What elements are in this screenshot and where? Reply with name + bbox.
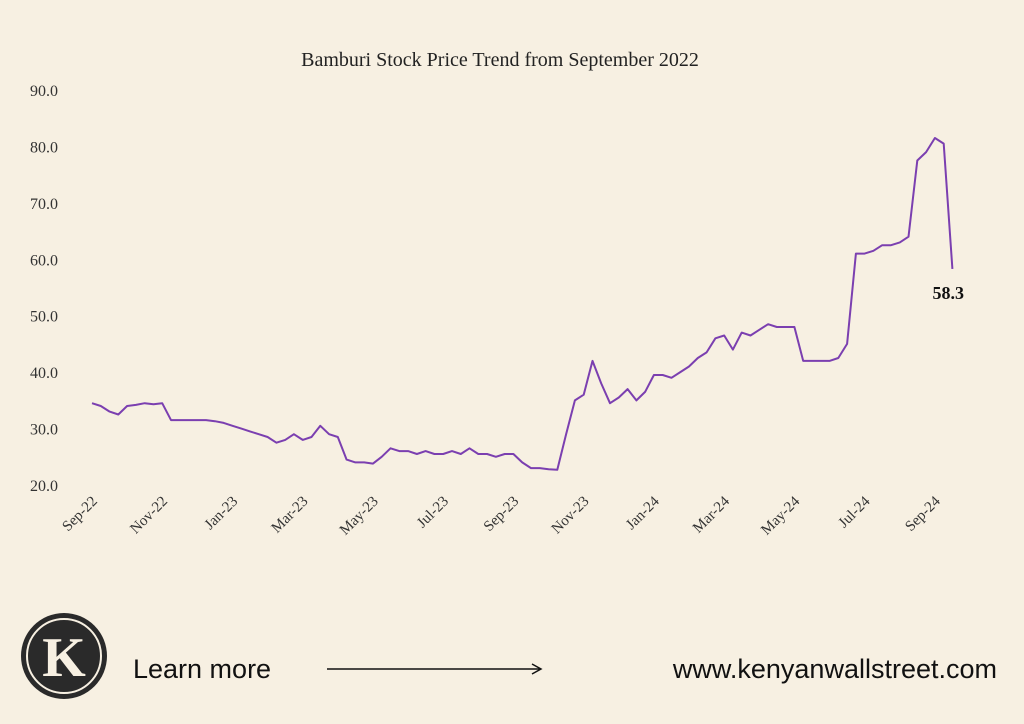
y-tick-label: 70.0 bbox=[30, 196, 58, 213]
chart-title: Bamburi Stock Price Trend from September… bbox=[301, 49, 699, 71]
price-line bbox=[91, 137, 954, 471]
website[interactable]: www.kenyanwallstreet.com bbox=[672, 654, 997, 684]
x-tick-label: Sep-24 bbox=[902, 493, 944, 535]
x-tick-label: May-23 bbox=[337, 494, 382, 539]
x-tick-label: Mar-23 bbox=[269, 494, 312, 537]
y-tick-label: 60.0 bbox=[30, 252, 58, 269]
x-tick-label: Jan-24 bbox=[623, 493, 663, 533]
y-tick-label: 50.0 bbox=[30, 309, 58, 326]
x-tick-label: Jan-23 bbox=[202, 494, 242, 534]
logo-ring bbox=[21, 613, 107, 699]
y-tick-label: 30.0 bbox=[30, 422, 58, 439]
arrow-head bbox=[531, 663, 543, 675]
y-tick-label: 90.0 bbox=[30, 83, 58, 100]
x-tick-label: May-24 bbox=[758, 493, 803, 538]
y-tick-label: 20.0 bbox=[30, 478, 58, 495]
x-tick-label: Sep-22 bbox=[59, 494, 100, 535]
logo-inner bbox=[26, 618, 102, 694]
x-tick-label: Nov-22 bbox=[127, 494, 171, 538]
x-tick-label: Jul-23 bbox=[414, 494, 452, 532]
y-tick-label: 80.0 bbox=[30, 139, 58, 156]
learn-more[interactable]: Learn more bbox=[133, 654, 271, 684]
x-tick-label: Jul-24 bbox=[836, 493, 874, 531]
footer: K Learn more www.kenyanwallstreet.com bbox=[21, 613, 997, 699]
last-value-label: 58.3 bbox=[932, 283, 964, 303]
x-tick-label: Sep-23 bbox=[481, 494, 522, 535]
x-tick-label: Nov-23 bbox=[549, 494, 593, 538]
plot: 20.0 30.0 40.0 50.0 60.0 70.0 80.0 90.0 Sep-22 No… bbox=[30, 83, 964, 538]
x-tick-label: Mar-24 bbox=[690, 493, 733, 536]
logo-letter: K bbox=[42, 627, 86, 689]
y-tick-label: 40.0 bbox=[30, 365, 58, 382]
